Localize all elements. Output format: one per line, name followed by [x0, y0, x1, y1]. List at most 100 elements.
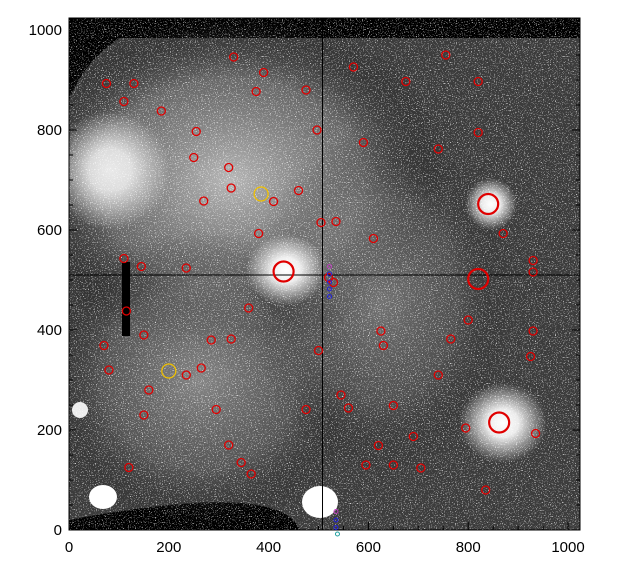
data-point [124, 462, 134, 473]
y-tick-label: 600 [37, 222, 62, 239]
data-point [326, 264, 332, 269]
x-tick-label: 200 [156, 539, 181, 556]
data-point [473, 76, 483, 87]
data-point [361, 460, 371, 470]
data-point [401, 76, 411, 87]
data-point [333, 525, 339, 530]
data-point [139, 330, 149, 340]
data-point [119, 96, 129, 107]
data-point [498, 228, 508, 239]
data-point [333, 517, 339, 523]
data-point [99, 340, 109, 351]
data-point [368, 233, 379, 244]
axis-tick-labels: 0 200 400 600 800 1000 0 200 400 600 800 1000 [29, 22, 585, 556]
data-point [224, 162, 234, 173]
markers [99, 50, 541, 537]
data-point [144, 385, 154, 395]
data-point [416, 463, 426, 473]
crosshair [69, 18, 580, 530]
y-tick-label: 200 [37, 422, 62, 439]
data-point [446, 334, 456, 344]
data-point [461, 423, 471, 433]
data-point [161, 363, 177, 379]
x-tick-label: 1000 [551, 539, 584, 556]
y-tick-label: 1000 [29, 22, 62, 39]
data-point [528, 255, 538, 266]
data-point [253, 186, 269, 202]
data-point [246, 469, 256, 479]
data-point [323, 272, 334, 283]
data-point [343, 403, 354, 413]
data-point [463, 315, 473, 325]
data-point [528, 326, 538, 336]
sky-image [69, 18, 580, 530]
data-point [388, 400, 399, 411]
x-tick-label: 400 [256, 539, 281, 556]
data-point [336, 390, 346, 400]
x-tick-label: 0 [65, 539, 73, 556]
data-point [101, 78, 112, 89]
y-tick-label: 400 [37, 322, 62, 339]
data-point [328, 277, 339, 288]
data-point [376, 326, 386, 336]
data-point [433, 144, 443, 154]
data-point [358, 137, 369, 148]
data-point [136, 261, 147, 272]
data-point [121, 306, 132, 316]
data-point [272, 260, 295, 283]
data-point [525, 351, 536, 362]
data-point [104, 365, 114, 375]
data-point [331, 216, 341, 227]
data-point [206, 335, 216, 345]
data-point [488, 411, 511, 434]
data-point [301, 404, 311, 415]
data-point [253, 228, 264, 239]
data-point [156, 106, 166, 116]
data-point [226, 183, 236, 193]
axis-ticks [68, 18, 580, 531]
data-point [199, 196, 209, 206]
data-point [326, 286, 332, 292]
data-point [196, 363, 206, 373]
data-point [467, 267, 490, 291]
plot-frame [68, 17, 581, 531]
data-point [326, 279, 332, 285]
data-point [129, 78, 139, 89]
data-point [481, 485, 491, 495]
data-point [528, 267, 538, 277]
data-point [211, 404, 221, 415]
data-point [312, 125, 322, 135]
data-point [334, 531, 340, 537]
data-point [313, 345, 324, 356]
data-point [530, 428, 541, 439]
data-point [293, 185, 304, 196]
data-point [388, 460, 399, 470]
data-point [191, 126, 201, 137]
data-point [348, 62, 359, 72]
data-point [224, 440, 234, 450]
data-point [316, 217, 326, 228]
data-point [181, 263, 191, 273]
data-point [251, 86, 261, 97]
y-tick-label: 0 [54, 522, 62, 539]
data-point [189, 152, 199, 163]
data-point [139, 410, 149, 420]
data-point [229, 52, 239, 62]
data-point [301, 85, 311, 95]
data-point [378, 340, 389, 351]
y-tick-label: 800 [37, 122, 62, 139]
data-point [236, 457, 246, 468]
data-point [226, 334, 236, 344]
data-point [326, 294, 332, 299]
data-point [268, 196, 279, 207]
x-tick-label: 600 [356, 539, 381, 556]
data-point [373, 440, 384, 451]
x-tick-label: 800 [456, 539, 481, 556]
data-point [408, 431, 418, 442]
data-point [243, 303, 254, 313]
data-point [433, 370, 443, 380]
data-point [181, 370, 191, 380]
data-point [258, 67, 269, 78]
data-point [441, 50, 451, 60]
